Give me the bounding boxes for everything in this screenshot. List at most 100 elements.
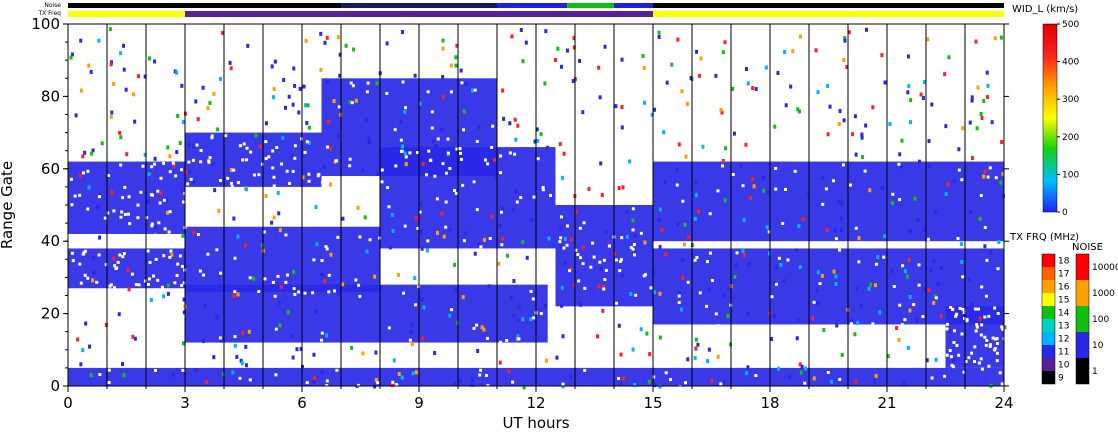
scatter-cell [888,122,892,127]
scatter-cell [916,217,920,222]
scatter-cell [175,70,179,75]
gap-cell [517,337,521,341]
scatter-cell [399,120,403,125]
gap-cell [180,284,184,288]
scatter-cell [299,346,303,351]
scatter-cell [812,376,816,381]
scatter-cell [295,347,299,352]
txfreq-colorbar-label: 16 [1058,283,1070,293]
gap-cell [119,163,123,167]
scatter-cell [559,227,563,232]
gap-cell [348,157,352,161]
gap-cell [264,157,268,161]
scatter-cell [159,191,163,196]
gap-cell [167,230,171,234]
gap-cell [249,150,253,154]
scatter-cell [689,75,693,80]
gap-cell [716,324,720,328]
scatter-cell [722,294,726,299]
gap-cell [952,341,956,345]
scatter-cell [934,210,938,215]
scatter-cell [748,195,752,200]
scatter-cell [746,365,750,370]
gap-cell [86,207,90,211]
noise-colorbar-cell [1076,280,1089,306]
scatter-cell [297,110,301,115]
scatter-cell [434,144,438,149]
scatter-cell [621,185,625,190]
gap-cell [230,185,234,189]
scatter-cell [332,99,336,104]
scatter-cell [208,100,212,105]
gap-cell [515,200,519,204]
gap-cell [150,224,154,228]
scatter-cell [282,77,286,82]
scatter-cell [298,86,302,91]
gap-cell [642,274,646,278]
gap-cell [78,262,82,266]
scatter-cell [643,240,647,245]
scatter-cell [596,334,600,339]
scatter-cell [732,131,736,136]
scatter-cell [578,58,582,63]
gap-cell [402,291,406,295]
scatter-cell [313,376,317,381]
scatter-cell [221,30,225,35]
gap-cell [393,128,397,132]
scatter-cell [779,262,783,267]
gap-cell [305,140,309,144]
scatter-cell [512,313,516,318]
scatter-cell [240,361,244,366]
gap-cell [479,368,483,372]
noise-segment [68,3,341,8]
gap-cell [975,325,979,329]
scatter-cell [500,236,504,241]
scatter-cell [521,317,525,322]
scatter-cell [898,152,902,157]
gap-cell [311,291,315,295]
gap-cell [917,283,921,287]
scatter-cell [908,294,912,299]
gap-cell [191,158,195,162]
scatter-cell [650,112,654,117]
scatter-cell [959,241,963,246]
gap-cell [433,174,437,178]
scatter-cell [221,372,225,377]
scatter-cell [830,379,834,384]
scatter-cell [714,73,718,78]
scatter-cell [694,180,698,185]
gap-cell [675,183,679,187]
scatter-cell [244,363,248,368]
gap-cell [511,380,515,384]
scatter-cell [361,351,365,356]
scatter-cell [562,151,566,156]
gap-cell [387,205,391,209]
gap-cell [263,277,267,281]
scatter-cell [544,29,548,34]
scatter-cell [476,348,480,353]
scatter-cell [153,188,157,193]
scatter-cell [293,83,297,88]
scatter-cell [788,374,792,379]
gap-cell [618,259,622,263]
gap-cell [719,382,723,386]
scatter-cell [516,123,520,128]
gap-cell [774,187,778,191]
txfreq-colorbar-label: 13 [1058,322,1069,332]
scatter-cell [641,53,645,58]
scatter-cell [327,119,331,124]
gap-cell [376,381,380,385]
gap-cell [821,202,825,206]
width-colorbar-label: 200 [1062,133,1079,143]
gap-cell [325,379,329,383]
gap-cell [900,323,904,327]
gap-cell [120,210,124,214]
gap-cell [404,106,408,110]
gap-cell [121,196,125,200]
scatter-cell [1001,194,1005,199]
scatter-cell [219,338,223,343]
gap-cell [891,192,895,196]
scatter-cell [391,228,395,233]
scatter-cell [109,62,113,67]
gap-cell [977,361,981,365]
